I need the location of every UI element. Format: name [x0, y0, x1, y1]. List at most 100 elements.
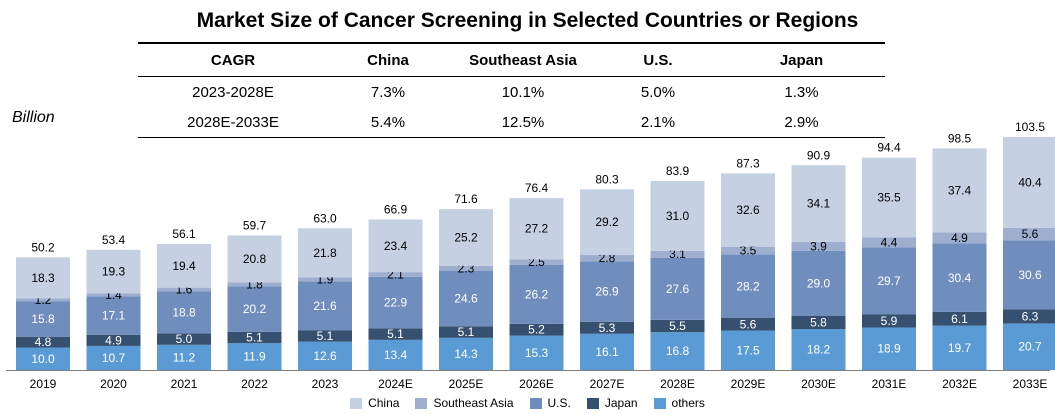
x-tick-label: 2025E: [449, 377, 484, 391]
bar-segment-japan: [509, 323, 564, 336]
x-tick-label: 2020: [100, 377, 127, 391]
legend-label-us: U.S.: [547, 396, 571, 410]
bar-segment-japan: [862, 314, 916, 328]
bar-segment-others: [580, 333, 634, 370]
bar-segment-others: [439, 337, 493, 370]
data-label-u-s: 27.6: [666, 282, 690, 296]
data-label-u-s: 28.2: [736, 279, 760, 293]
bar-segment-china: [16, 257, 70, 299]
bar-segment-others: [86, 345, 141, 370]
bar-segment-china: [509, 198, 564, 260]
bar-segment-china: [157, 244, 211, 288]
cagr-period-cell: 2023-2028E: [192, 83, 274, 101]
legend-label-japan: Japan: [604, 396, 638, 410]
bar-segment-japan: [1003, 309, 1055, 324]
data-label-china: 27.2: [525, 222, 549, 236]
total-label: 56.1: [172, 227, 196, 241]
legend-swatch-us: [529, 397, 542, 409]
data-label-japan: 6.1: [951, 312, 968, 326]
data-label-japan: 5.5: [669, 319, 686, 333]
bar-segment-china: [227, 235, 282, 283]
bar-segment-u-s: [16, 301, 70, 337]
data-label-u-s: 17.1: [102, 309, 126, 323]
bar-segment-japan: [932, 311, 987, 326]
bar-segment-china: [439, 209, 493, 266]
bar-segment-u-s: [580, 261, 634, 322]
total-label: 90.9: [807, 148, 831, 162]
total-label: 80.3: [595, 172, 619, 186]
data-label-japan: 5.0: [176, 332, 193, 346]
data-label-japan: 5.6: [740, 317, 757, 331]
legend-item-southeast-asia: Southeast Asia: [415, 396, 514, 410]
legend-item-china: China: [350, 396, 399, 410]
bar-segment-u-s: [862, 247, 916, 315]
bar-segment-japan: [791, 316, 846, 330]
x-tick-label: 2024E: [378, 377, 413, 391]
bar-segment-u-s: [227, 286, 282, 332]
cagr-header-cell: CAGR: [138, 42, 328, 77]
x-tick-label: 2032E: [942, 377, 977, 391]
data-label-japan: 5.1: [387, 327, 404, 341]
bar-segment-others: [1003, 323, 1055, 370]
x-tick-label: 2023: [312, 377, 339, 391]
bar-segment-others: [368, 339, 423, 370]
data-label-china: 23.4: [384, 239, 408, 253]
data-label-southeast-asia: 3.9: [810, 239, 827, 253]
data-label-u-s: 30.4: [948, 271, 972, 285]
bar-segment-southeast-asia: [509, 259, 564, 265]
data-label-u-s: 29.0: [807, 276, 831, 290]
bar-segment-japan: [439, 326, 493, 338]
total-label: 83.9: [666, 164, 690, 178]
bar-segment-others: [650, 332, 705, 370]
bar-segment-china: [650, 181, 705, 251]
bar-segment-japan: [227, 331, 282, 344]
bar-segment-others: [157, 344, 211, 370]
x-tick-label: 2028E: [660, 377, 695, 391]
cagr-value-cell: 5.4%: [328, 107, 448, 138]
bar-segment-southeast-asia: [439, 265, 493, 271]
legend-item-us: U.S.: [529, 396, 571, 410]
data-label-u-s: 18.8: [172, 305, 196, 319]
bar-segment-southeast-asia: [862, 237, 916, 248]
data-label-u-s: 15.8: [31, 312, 55, 326]
bar-segment-japan: [368, 328, 423, 340]
data-label-others: 18.9: [877, 342, 901, 356]
x-tick-label: 2029E: [731, 377, 766, 391]
bar-segment-southeast-asia: [16, 298, 70, 302]
cagr-header-cell: U.S.: [598, 42, 718, 77]
bar-segment-u-s: [509, 264, 564, 324]
data-label-japan: 5.9: [881, 314, 898, 328]
data-label-china: 37.4: [948, 183, 972, 197]
bar-segment-china: [298, 228, 352, 278]
data-label-others: 18.2: [807, 343, 831, 357]
data-label-china: 19.3: [102, 265, 126, 279]
data-label-china: 29.2: [595, 215, 619, 229]
total-label: 103.5: [1015, 120, 1045, 134]
bar-segment-japan: [298, 330, 352, 342]
cagr-header-cell: Southeast Asia: [448, 42, 598, 77]
total-label: 50.2: [31, 240, 55, 254]
bar-segment-u-s: [368, 276, 423, 329]
x-tick-label: 2030E: [801, 377, 836, 391]
data-label-u-s: 24.6: [454, 292, 478, 306]
bar-segment-u-s: [1003, 240, 1055, 310]
total-label: 71.6: [454, 192, 478, 206]
bar-segment-southeast-asia: [932, 232, 987, 244]
bar-segment-southeast-asia: [791, 241, 846, 251]
cagr-value-cell: 7.3%: [370, 83, 406, 101]
bar-segment-southeast-asia: [86, 293, 141, 297]
bar-segment-japan: [16, 336, 70, 348]
bar-segment-japan: [580, 321, 634, 334]
bar-segment-southeast-asia: [157, 287, 211, 292]
bar-segment-others: [509, 335, 564, 370]
data-label-japan: 5.8: [810, 316, 827, 330]
bar-segment-others: [932, 325, 987, 370]
legend-label-southeast-asia: Southeast Asia: [433, 396, 514, 410]
x-tick-label: 2022: [241, 377, 268, 391]
data-label-others: 13.4: [384, 348, 408, 362]
data-label-southeast-asia: 4.4: [881, 235, 898, 249]
data-label-u-s: 21.6: [313, 299, 337, 313]
data-label-china: 19.4: [172, 259, 196, 273]
data-label-others: 15.3: [525, 346, 549, 360]
data-label-others: 19.7: [948, 341, 972, 355]
